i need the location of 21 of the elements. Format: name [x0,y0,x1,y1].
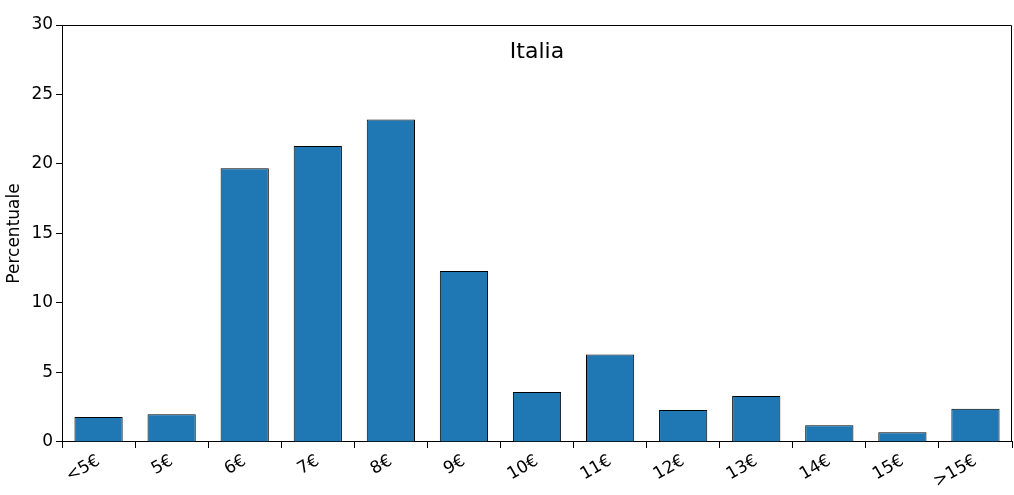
x-tick-label: 9€ [439,449,469,478]
x-tick-label: 6€ [220,449,249,478]
y-tick-label: 10 [31,291,54,312]
x-tick-label: 15€ [868,449,907,484]
x-tick-label: 5€ [147,449,176,478]
y-tick-label: 20 [31,152,54,173]
x-tick-label: 12€ [649,449,688,484]
y-axis-title: Percentuale [2,183,23,284]
text: Italia [509,37,565,63]
y-tick-label: 25 [31,82,54,103]
y-tick-label: 5 [42,360,54,381]
x-tick-label: <5€ [61,449,103,486]
x-tick-label: 10€ [503,449,542,484]
y-tick-label: 15 [31,221,54,242]
x-tick-label: 11€ [576,449,615,484]
x-tick-label: 7€ [293,449,322,478]
x-tick-label: 8€ [366,449,396,478]
x-tick-label: 13€ [722,449,761,484]
y-tick-label: 30 [31,13,54,34]
y-tick-label: 0 [42,430,54,451]
x-tick-label: 14€ [795,449,834,484]
